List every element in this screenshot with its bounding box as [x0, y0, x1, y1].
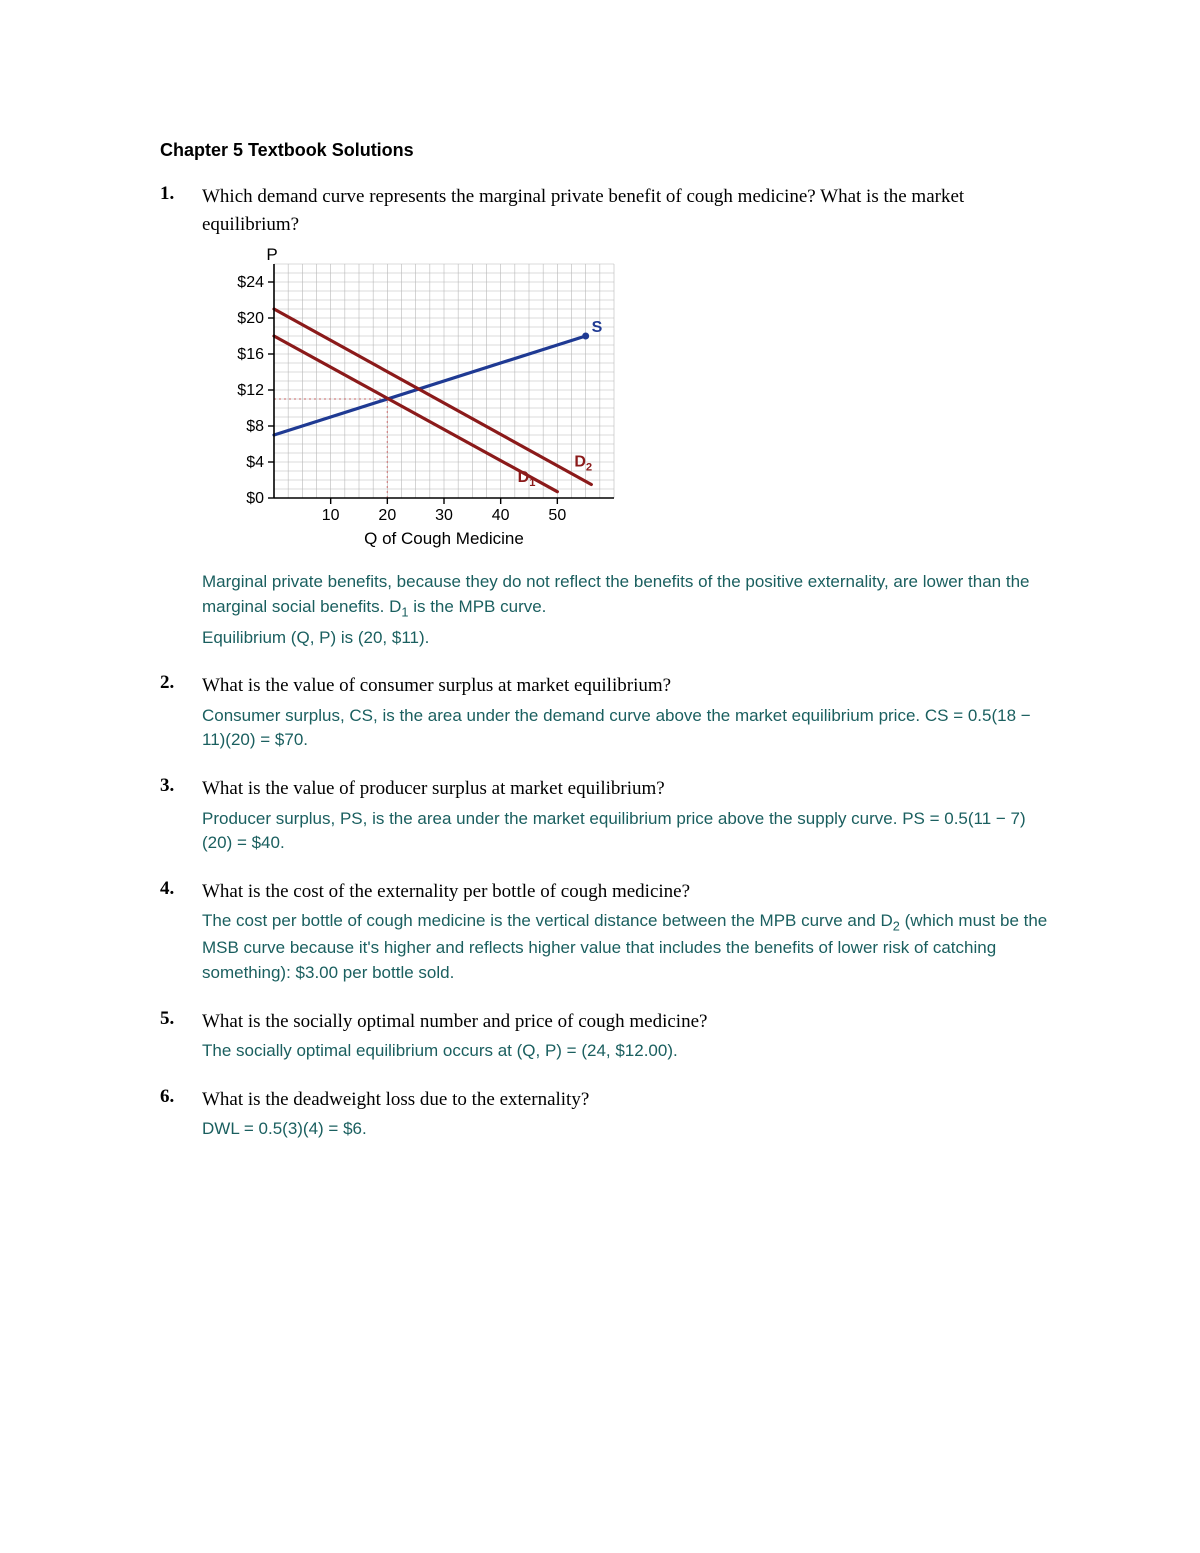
item-4: 4. What is the cost of the externality p…: [160, 878, 1050, 990]
item-5-num: 5.: [160, 1008, 202, 1068]
item-1-answer-2: Equilibrium (Q, P) is (20, $11).: [202, 626, 1050, 651]
item-1-body: Which demand curve represents the margin…: [202, 183, 1050, 654]
svg-text:D2: D2: [574, 454, 592, 474]
svg-text:30: 30: [435, 507, 453, 524]
item-5-body: What is the socially optimal number and …: [202, 1008, 1050, 1068]
item-1: 1. Which demand curve represents the mar…: [160, 183, 1050, 654]
item-6-answer: DWL = 0.5(3)(4) = $6.: [202, 1117, 1050, 1142]
item-3: 3. What is the value of producer surplus…: [160, 775, 1050, 860]
svg-text:$0: $0: [246, 490, 264, 507]
item-6-body: What is the deadweight loss due to the e…: [202, 1086, 1050, 1146]
svg-text:50: 50: [548, 507, 566, 524]
item-6-question: What is the deadweight loss due to the e…: [202, 1086, 1050, 1114]
svg-text:10: 10: [322, 507, 340, 524]
svg-text:$16: $16: [237, 346, 264, 363]
item-4-body: What is the cost of the externality per …: [202, 878, 1050, 990]
item-2-question: What is the value of consumer surplus at…: [202, 672, 1050, 700]
svg-text:20: 20: [378, 507, 396, 524]
item-5-answer: The socially optimal equilibrium occurs …: [202, 1039, 1050, 1064]
item-3-body: What is the value of producer surplus at…: [202, 775, 1050, 860]
item-2: 2. What is the value of consumer surplus…: [160, 672, 1050, 757]
page: Chapter 5 Textbook Solutions 1. Which de…: [0, 0, 1200, 1553]
item-3-question: What is the value of producer surplus at…: [202, 775, 1050, 803]
item-3-answer: Producer surplus, PS, is the area under …: [202, 807, 1050, 856]
item-6-num: 6.: [160, 1086, 202, 1146]
svg-text:$4: $4: [246, 454, 264, 471]
svg-text:D1: D1: [518, 469, 536, 489]
svg-text:$12: $12: [237, 382, 264, 399]
item-4-answer: The cost per bottle of cough medicine is…: [202, 909, 1050, 985]
chart-container: $0 $4 $8 $12 $16 $20 $24 10 20 30 40 50 P Q of Cough …: [202, 246, 1050, 556]
item-3-num: 3.: [160, 775, 202, 860]
page-title: Chapter 5 Textbook Solutions: [160, 140, 1050, 161]
item-6: 6. What is the deadweight loss due to th…: [160, 1086, 1050, 1146]
svg-text:P: P: [266, 246, 277, 264]
svg-text:40: 40: [492, 507, 510, 524]
svg-text:S: S: [592, 319, 603, 336]
item-5-question: What is the socially optimal number and …: [202, 1008, 1050, 1036]
item-1-answer-1: Marginal private benefits, because they …: [202, 570, 1050, 622]
item-4-question: What is the cost of the externality per …: [202, 878, 1050, 906]
svg-text:Q of Cough Medicine: Q of Cough Medicine: [364, 529, 524, 548]
item-2-num: 2.: [160, 672, 202, 757]
svg-text:$24: $24: [237, 274, 264, 291]
item-2-answer: Consumer surplus, CS, is the area under …: [202, 704, 1050, 753]
svg-text:$8: $8: [246, 418, 264, 435]
item-2-body: What is the value of consumer surplus at…: [202, 672, 1050, 757]
svg-text:$20: $20: [237, 310, 264, 327]
item-1-num: 1.: [160, 183, 202, 654]
supply-demand-chart: $0 $4 $8 $12 $16 $20 $24 10 20 30 40 50 P Q of Cough …: [202, 246, 642, 556]
item-1-question: Which demand curve represents the margin…: [202, 183, 1050, 238]
item-5: 5. What is the socially optimal number a…: [160, 1008, 1050, 1068]
item-4-num: 4.: [160, 878, 202, 990]
